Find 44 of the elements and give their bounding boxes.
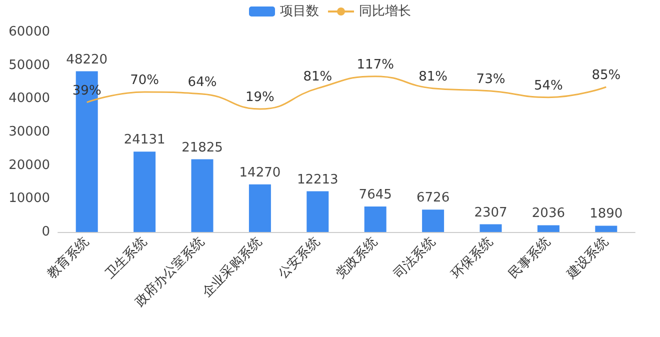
data-label: 7645 — [358, 188, 392, 203]
bar — [480, 224, 502, 232]
y-tick-label: 60000 — [8, 24, 50, 40]
y-tick-label: 20000 — [8, 158, 50, 173]
data-label: 73% — [476, 72, 506, 87]
legend-label: 项目数 — [280, 4, 319, 19]
data-label: 70% — [130, 73, 160, 88]
y-tick-label: 40000 — [8, 91, 50, 106]
bar — [364, 206, 386, 232]
x-tick-label: 党政系统 — [333, 234, 381, 282]
data-label: 64% — [188, 75, 217, 90]
data-label: 81% — [418, 69, 448, 84]
x-tick-label: 建设系统 — [563, 234, 612, 283]
bar — [248, 184, 271, 232]
data-label: 12213 — [296, 172, 338, 188]
data-label: 48220 — [66, 52, 108, 68]
bar — [422, 210, 444, 232]
data-label: 6726 — [416, 190, 450, 206]
x-tick-label: 公安系统 — [274, 234, 323, 282]
x-tick-label: 司法系统 — [390, 234, 438, 282]
legend-label: 同比增长 — [359, 4, 411, 19]
data-label: 85% — [592, 68, 621, 83]
y-tick-label: 10000 — [8, 191, 50, 206]
bar — [306, 191, 329, 232]
data-label: 117% — [356, 57, 394, 72]
data-label: 2307 — [474, 205, 508, 220]
data-label: 21825 — [182, 140, 223, 156]
y-tick-label: 0 — [42, 224, 50, 240]
data-label: 19% — [245, 90, 274, 105]
data-label: 2036 — [532, 206, 565, 222]
y-tick-label: 30000 — [8, 124, 50, 140]
data-label: 1890 — [590, 206, 623, 222]
bar — [134, 152, 156, 232]
x-tick-label: 卫生系统 — [102, 234, 150, 282]
x-tick-label: 民事系统 — [506, 234, 554, 282]
bar — [537, 225, 560, 232]
bar — [191, 159, 214, 232]
data-label: 54% — [534, 78, 563, 94]
y-tick-label: 50000 — [8, 58, 50, 73]
x-tick-label: 环保系统 — [448, 234, 496, 282]
data-label: 14270 — [239, 165, 281, 180]
data-label: 81% — [303, 69, 332, 84]
bar — [595, 226, 618, 232]
data-label: 24131 — [124, 132, 166, 148]
